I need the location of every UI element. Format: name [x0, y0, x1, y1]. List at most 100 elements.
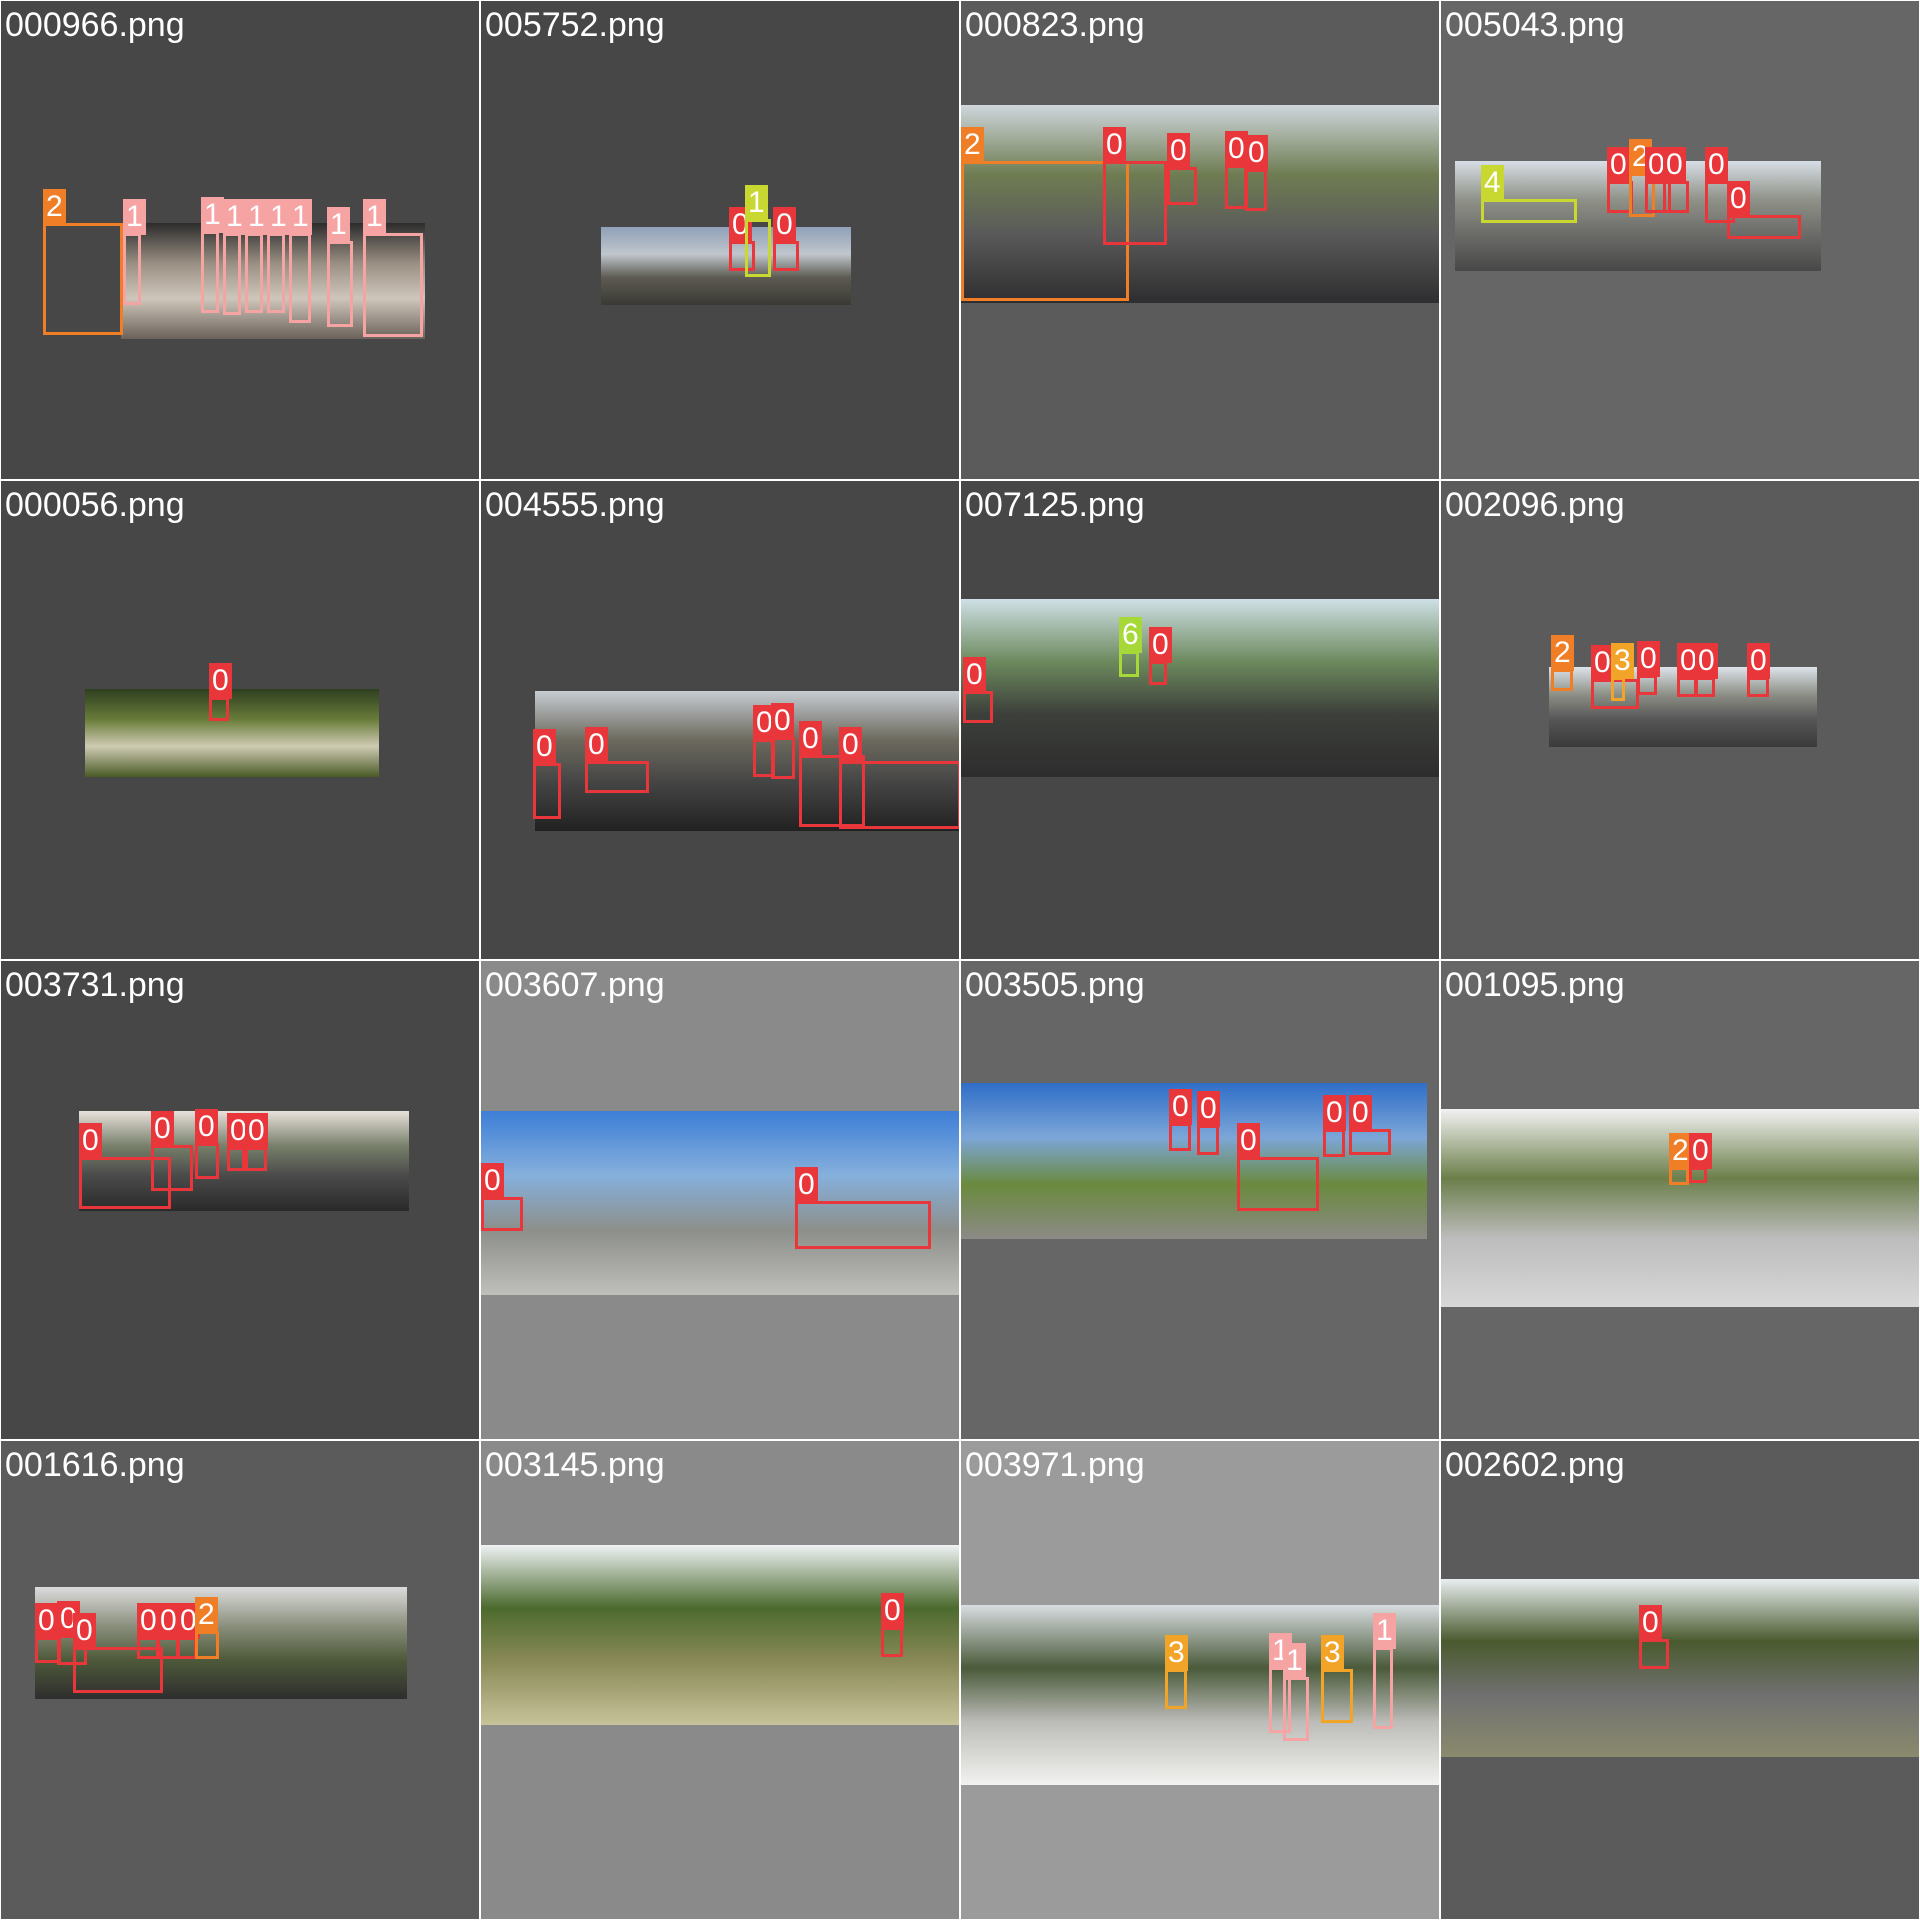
bbox-van	[43, 223, 123, 335]
bbox-class-label: 1	[1283, 1643, 1306, 1679]
bbox-van	[961, 161, 1129, 301]
bbox-class-label: 0	[195, 1109, 218, 1145]
bbox-pedestrian	[289, 233, 311, 323]
tile-filename: 003145.png	[485, 1446, 665, 1484]
bbox-class-label: 3	[1165, 1635, 1188, 1671]
bbox-class-label: 0	[839, 727, 862, 763]
tile-filename: 000056.png	[5, 486, 185, 524]
bbox-class-label: 1	[201, 197, 224, 233]
bbox-class-label: 0	[963, 657, 986, 693]
bbox-class-label: 0	[799, 721, 822, 757]
bbox-class-label: 0	[73, 1613, 96, 1649]
image-tile[interactable]: 003971.png 3 1 1 3 1	[960, 1440, 1440, 1920]
image-tile[interactable]: 000966.png 2 1 1 1 1 1 1 1 1	[0, 0, 480, 480]
tile-filename: 004555.png	[485, 486, 665, 524]
image-tile[interactable]: 000056.png 0	[0, 480, 480, 960]
image-tile[interactable]: 002096.png 2 0 3 0 0 0 0	[1440, 480, 1920, 960]
bbox-car	[1663, 181, 1689, 213]
bbox-truck	[745, 219, 771, 277]
bbox-pedestrian	[201, 231, 219, 313]
bbox-class-label: 0	[1169, 1089, 1192, 1125]
image-tile[interactable]: 003607.png 0 0	[480, 960, 960, 1440]
bbox-class-label: 0	[1695, 643, 1718, 679]
bbox-car	[773, 241, 799, 271]
bbox-class-label: 1	[245, 199, 268, 235]
tile-filename: 003731.png	[5, 966, 185, 1004]
bbox-tram	[1119, 651, 1139, 677]
bbox-pedestrian	[327, 241, 353, 327]
bbox-class-label: 0	[1639, 1605, 1662, 1641]
bbox-class-label: 0	[245, 1113, 268, 1149]
bbox-class-label: 0	[1197, 1091, 1220, 1127]
bbox-car	[1103, 161, 1167, 245]
bbox-car	[1197, 1125, 1219, 1155]
bbox-class-label: 2	[961, 127, 984, 163]
bbox-class-label: 0	[177, 1603, 200, 1639]
bbox-car	[1727, 215, 1801, 239]
bbox-class-label: 1	[363, 199, 386, 235]
bbox-class-label: 0	[1727, 181, 1750, 217]
image-tile[interactable]: 005752.png 0 1 0	[480, 0, 960, 480]
bbox-pedestrian	[363, 233, 423, 337]
bbox-class-label: 0	[1607, 147, 1630, 183]
bbox-truck	[1481, 199, 1577, 223]
bbox-class-label: 0	[1747, 643, 1770, 679]
bbox-class-label: 0	[773, 207, 796, 243]
bbox-class-label: 0	[57, 1601, 80, 1637]
bbox-class-label: 0	[1103, 127, 1126, 163]
scene-photo	[481, 1545, 959, 1725]
bbox-class-label: 0	[1323, 1095, 1346, 1131]
scene-photo	[85, 689, 379, 777]
bbox-car	[151, 1145, 193, 1191]
image-tile[interactable]: 001616.png 0 0 0 0 0 0 2	[0, 1440, 480, 1920]
image-tile[interactable]: 007125.png 0 6 0	[960, 480, 1440, 960]
bbox-car	[1637, 675, 1657, 695]
bbox-class-label: 6	[1119, 617, 1142, 653]
image-tile[interactable]: 005043.png 4 0 2 0 0 0 0	[1440, 0, 1920, 480]
bbox-pedestrian	[267, 233, 285, 313]
bbox-cyclist	[1321, 1669, 1353, 1723]
bbox-class-label: 0	[1637, 641, 1660, 677]
bbox-class-label: 0	[585, 727, 608, 763]
bbox-car	[1323, 1129, 1345, 1157]
image-tile[interactable]: 000823.png 2 0 0 0 0	[960, 0, 1440, 480]
bbox-class-label: 1	[267, 199, 290, 235]
bbox-car	[157, 1637, 179, 1659]
bbox-class-label: 0	[151, 1111, 174, 1147]
tile-filename: 000823.png	[965, 6, 1145, 44]
bbox-car	[1747, 677, 1769, 697]
tile-filename: 002096.png	[1445, 486, 1625, 524]
bbox-class-label: 3	[1321, 1635, 1344, 1671]
bbox-class-label: 0	[881, 1593, 904, 1629]
bbox-car	[73, 1647, 163, 1693]
scene-photo	[601, 227, 851, 305]
bbox-car	[195, 1143, 219, 1179]
bbox-class-label: 0	[771, 703, 794, 739]
image-tile[interactable]: 002602.png 0	[1440, 1440, 1920, 1920]
scene-photo	[1441, 1579, 1919, 1757]
image-tile[interactable]: 003145.png 0	[480, 1440, 960, 1920]
tile-filename: 003971.png	[965, 1446, 1145, 1484]
image-tile[interactable]: 004555.png 0 0 0 0 0 0	[480, 480, 960, 960]
bbox-class-label: 4	[1481, 165, 1504, 201]
bbox-class-label: 0	[209, 663, 232, 699]
bbox-pedestrian	[245, 233, 263, 313]
bbox-class-label: 2	[195, 1597, 218, 1633]
bbox-car	[209, 697, 229, 721]
image-tile[interactable]: 001095.png 2 0	[1440, 960, 1920, 1440]
bbox-car	[1167, 167, 1197, 205]
bbox-class-label: 0	[1149, 627, 1172, 663]
bbox-car	[771, 737, 795, 779]
bbox-car	[1677, 677, 1697, 697]
tile-filename: 001616.png	[5, 1446, 185, 1484]
bbox-car	[1349, 1129, 1391, 1155]
bbox-class-label: 0	[1245, 135, 1268, 171]
bbox-class-label: 0	[137, 1603, 160, 1639]
bbox-cyclist	[1611, 677, 1625, 701]
image-tile[interactable]: 003505.png 0 0 0 0 0	[960, 960, 1440, 1440]
image-tile[interactable]: 003731.png 0 0 0 0 0	[0, 960, 480, 1440]
scene-photo	[121, 223, 425, 339]
bbox-van	[1551, 669, 1573, 691]
bbox-class-label: 1	[327, 207, 350, 243]
tile-filename: 001095.png	[1445, 966, 1625, 1004]
